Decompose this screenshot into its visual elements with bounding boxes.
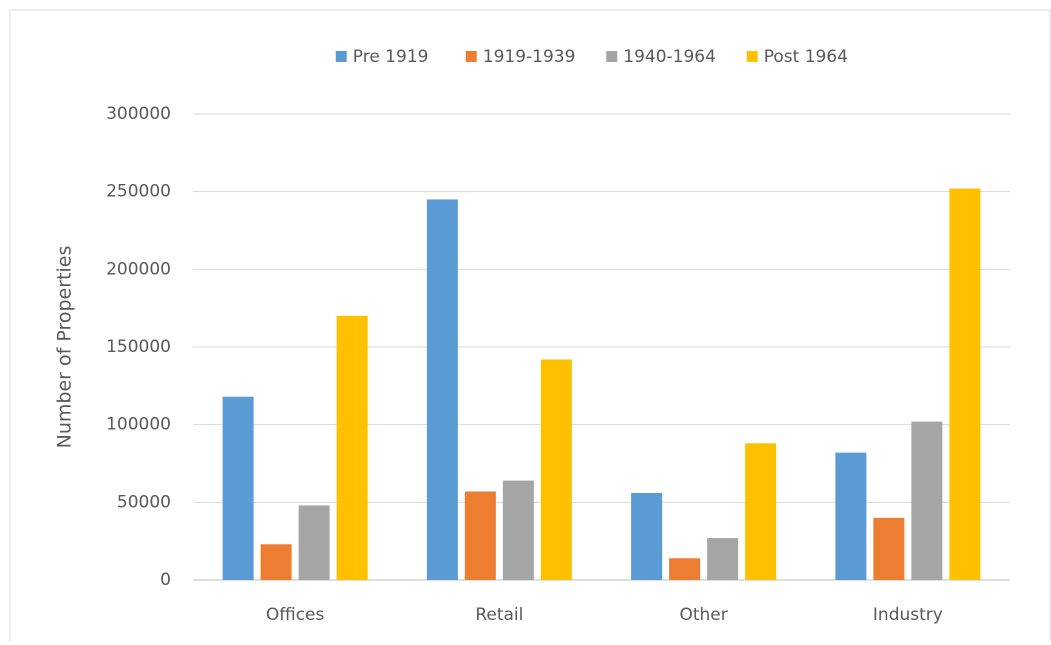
y-tick-label: 50000 <box>117 492 171 512</box>
bar <box>745 443 777 580</box>
bar <box>426 199 458 580</box>
legend-label: Post 1964 <box>764 47 848 67</box>
y-tick-label: 150000 <box>106 337 171 357</box>
legend-swatch <box>746 51 758 62</box>
legend-label: 1919-1939 <box>483 47 576 67</box>
y-tick-label: 300000 <box>106 104 171 124</box>
bar <box>631 493 663 580</box>
y-tick-label: 200000 <box>106 259 171 279</box>
bar <box>911 421 943 580</box>
bar <box>540 359 572 580</box>
bar <box>669 558 701 580</box>
bar <box>502 480 534 580</box>
legend-swatch <box>606 51 618 62</box>
bar <box>464 491 496 580</box>
y-tick-label: 250000 <box>106 182 171 202</box>
y-axis-label: Number of Properties <box>54 246 76 449</box>
x-tick-label: Offices <box>266 605 325 625</box>
bar <box>260 544 292 580</box>
x-tick-label: Industry <box>873 605 943 625</box>
legend-label: Pre 1919 <box>353 47 429 67</box>
bar <box>222 396 254 580</box>
legend-swatch <box>465 51 477 62</box>
bar <box>949 188 981 580</box>
bar <box>707 538 739 580</box>
bar <box>835 452 867 580</box>
legend-label: 1940-1964 <box>623 47 716 67</box>
bar <box>873 517 905 580</box>
bar <box>336 315 368 580</box>
x-tick-label: Retail <box>475 605 523 625</box>
bar <box>298 505 330 580</box>
y-tick-label: 0 <box>160 570 171 590</box>
y-tick-label: 100000 <box>106 415 171 435</box>
x-tick-label: Other <box>679 605 727 625</box>
legend-swatch <box>335 51 347 62</box>
